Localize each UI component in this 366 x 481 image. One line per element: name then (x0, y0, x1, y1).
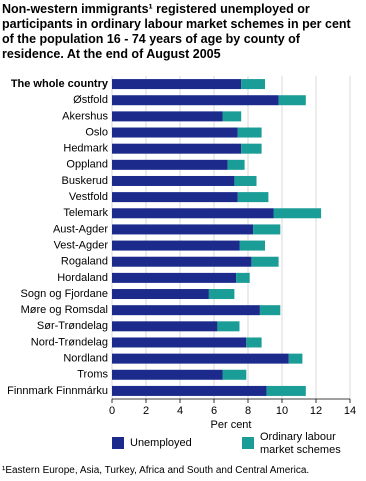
bar-segment (288, 353, 303, 364)
x-tick-label: 2 (143, 405, 149, 417)
legend-swatch (112, 437, 124, 449)
bar-segment (222, 111, 242, 122)
bar-segment (246, 337, 262, 348)
y-tick-label: Sør-Trøndelag (37, 320, 108, 332)
bar-segment (217, 321, 240, 332)
bar-segment (237, 127, 262, 138)
bar-segment (241, 79, 265, 90)
bar-segment (208, 289, 235, 300)
bar-segment (112, 289, 209, 300)
bar-segment (112, 143, 242, 154)
y-tick-label: Oslo (85, 126, 108, 138)
bar-segment (253, 224, 281, 235)
y-tick-label: Oppland (66, 159, 108, 171)
x-tick-label: 8 (245, 405, 251, 417)
x-axis-label: Per cent (211, 419, 252, 431)
y-tick-label: Telemark (63, 207, 108, 219)
bar-segment (259, 305, 281, 316)
bar-segment (112, 272, 237, 283)
y-tick-label: Nordland (63, 353, 108, 365)
y-tick-label: The whole country (11, 78, 109, 90)
x-tick-label: 4 (177, 405, 183, 417)
bar-segment (112, 256, 252, 267)
y-tick-label: Hedmark (63, 143, 108, 155)
legend-swatch (242, 437, 254, 449)
bar-segment (251, 256, 279, 267)
y-tick-label: Sogn og Fjordane (21, 288, 108, 300)
bar-segment (112, 159, 228, 170)
bar-segment (112, 385, 267, 396)
y-tick-label: Nord-Trøndelag (31, 336, 108, 348)
y-tick-label: Vestfold (69, 191, 108, 203)
bar-segment (112, 79, 242, 90)
y-tick-label: Akershus (62, 110, 108, 122)
bar-segment (227, 159, 245, 170)
bar-segment (112, 224, 254, 235)
y-tick-label: Rogaland (61, 256, 108, 268)
bar-segment (239, 240, 265, 251)
y-tick-label: Troms (77, 369, 108, 381)
bar-segment (112, 305, 260, 316)
chart-title: Non-western immigrants¹ registered unemp… (2, 2, 351, 61)
bar-segment (112, 321, 218, 332)
bar-segment (112, 192, 238, 203)
bar-segment (234, 175, 257, 186)
x-tick-label: 6 (211, 405, 217, 417)
y-tick-label: Buskerud (62, 175, 108, 187)
bar-segment (112, 127, 238, 138)
bar-segment (222, 369, 247, 380)
footnote: ¹Eastern Europe, Asia, Turkey, Africa an… (2, 465, 310, 476)
bar-segment (278, 95, 306, 106)
legend-label: Unemployed (130, 437, 192, 449)
legend-label: Ordinary labour market schemes (260, 431, 341, 456)
bar-segment (236, 272, 250, 283)
y-tick-label: Østfold (73, 94, 108, 106)
y-tick-label: Vest-Agder (54, 239, 109, 251)
bar-segment (266, 385, 306, 396)
bar-segment (112, 208, 274, 219)
bar-segment (241, 143, 262, 154)
x-tick-label: 14 (344, 405, 356, 417)
y-tick-label: Hordaland (57, 272, 108, 284)
bar-segment (273, 208, 322, 219)
bar-segment (112, 240, 240, 251)
y-tick-label: Finnmark Finnmárku (7, 385, 108, 397)
x-tick-label: 10 (276, 405, 288, 417)
x-tick-label: 12 (310, 405, 322, 417)
bar-segment (112, 369, 223, 380)
bar-segment (112, 175, 235, 186)
x-tick-label: 0 (109, 405, 115, 417)
bar-segment (112, 95, 279, 106)
bar-segment (112, 337, 247, 348)
bar-segment (237, 192, 269, 203)
bar-segment (112, 353, 289, 364)
y-tick-label: Møre og Romsdal (21, 304, 108, 316)
y-tick-label: Aust-Agder (53, 223, 108, 235)
bar-segment (112, 111, 223, 122)
